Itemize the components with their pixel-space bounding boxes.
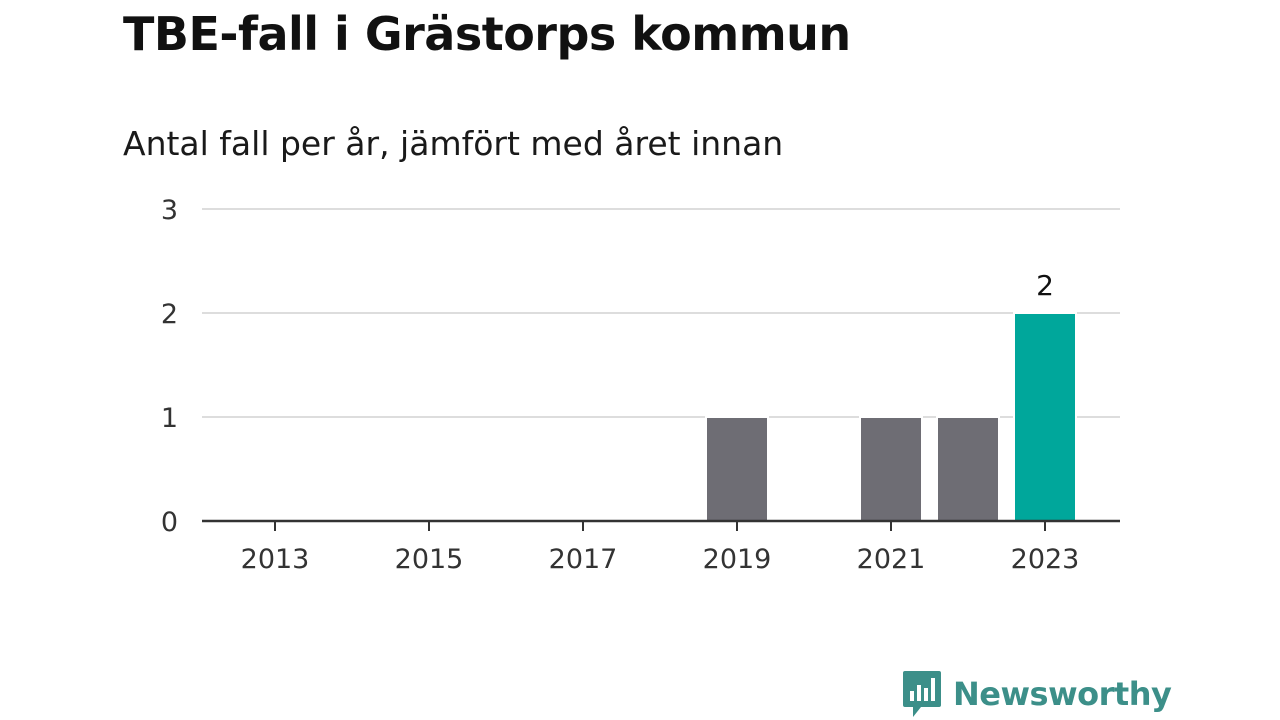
- x-tick-label: 2021: [857, 544, 926, 575]
- chart-title: TBE-fall i Grästorps kommun: [123, 7, 851, 61]
- bar-chart: 0 1 2 3 2013 2015 2017 2019 2021 2023 2: [161, 195, 1120, 575]
- y-tick-label: 0: [161, 507, 178, 538]
- bar-2021: [859, 416, 923, 522]
- x-axis: [202, 519, 1120, 531]
- chart-subtitle: Antal fall per år, jämfört med året inna…: [123, 124, 784, 163]
- x-tick-label: 2023: [1011, 544, 1080, 575]
- x-tick-label: 2019: [703, 544, 772, 575]
- bars: [705, 312, 1077, 522]
- x-tick-label: 2015: [395, 544, 464, 575]
- bar-chart-speech-bubble-icon: [903, 671, 941, 717]
- brand-logo: Newsworthy: [901, 669, 1172, 719]
- value-label-2023: 2: [1036, 269, 1054, 302]
- x-tick-label: 2017: [549, 544, 618, 575]
- y-tick-label: 3: [161, 195, 178, 226]
- y-tick-label: 1: [161, 403, 178, 434]
- brand-name: Newsworthy: [953, 675, 1172, 713]
- bar-2023: [1013, 312, 1077, 522]
- x-axis-labels: 2013 2015 2017 2019 2021 2023: [241, 544, 1080, 575]
- y-tick-label: 2: [161, 299, 178, 330]
- bar-2019: [705, 416, 769, 522]
- y-axis-labels: 0 1 2 3: [161, 195, 178, 538]
- bar-2022: [936, 416, 1000, 522]
- grid-lines: [202, 208, 1120, 418]
- x-tick-label: 2013: [241, 544, 310, 575]
- value-labels: 2: [1036, 269, 1054, 302]
